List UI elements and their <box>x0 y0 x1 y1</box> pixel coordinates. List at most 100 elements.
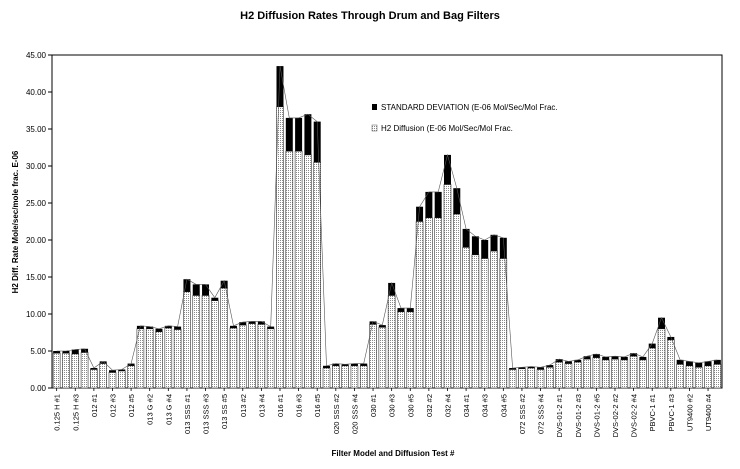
bar-h2-diffusion <box>667 339 675 389</box>
bar-std-dev <box>620 356 628 360</box>
bar-h2-diffusion <box>99 363 107 389</box>
y-tick-label: 20.00 <box>26 236 47 245</box>
bar-std-dev <box>164 325 172 329</box>
bar-std-dev <box>425 191 433 218</box>
legend: STANDARD DEVIATION (E-06 Mol/Sec/Mol Fra… <box>362 96 578 140</box>
x-tick-label: 012 #5 <box>127 394 136 417</box>
x-tick-label: DVS-01-2 #1 <box>555 394 564 437</box>
bar-h2-diffusion <box>127 365 135 389</box>
bar-std-dev <box>323 365 331 369</box>
bar-std-dev <box>602 356 610 360</box>
x-tick-label: 034 #3 <box>481 394 490 417</box>
y-tick-label: 30.00 <box>26 162 47 171</box>
bar-std-dev <box>499 237 507 259</box>
bar-std-dev <box>257 321 265 325</box>
y-tick-label: 35.00 <box>26 125 47 134</box>
bar-h2-diffusion <box>359 365 368 389</box>
plot-frame <box>51 54 723 389</box>
bar-h2-diffusion <box>704 365 712 389</box>
legend-swatch-h2-diffusion <box>371 124 378 132</box>
bar-std-dev <box>406 308 414 312</box>
legend-label-h2-diffusion: H2 Diffusion (E-06 Mol/Sec/Mol Frac. <box>381 124 513 133</box>
x-tick-label: 034 #1 <box>462 394 471 417</box>
bar-h2-diffusion <box>555 361 563 389</box>
bar-std-dev <box>183 279 191 292</box>
x-tick-label: 0.125 H #1 <box>53 394 62 431</box>
bar-h2-diffusion <box>434 217 442 389</box>
bar-std-dev <box>248 321 256 324</box>
legend-swatch-std-dev <box>372 104 377 110</box>
x-tick-label: PBVC-1 #1 <box>648 394 657 432</box>
x-tick-label: 013 G #4 <box>164 394 173 425</box>
bar-std-dev <box>192 284 200 296</box>
bar-std-dev <box>369 321 377 325</box>
bar-h2-diffusion <box>369 324 377 389</box>
bar-std-dev <box>574 359 582 363</box>
bar-h2-diffusion <box>62 352 70 389</box>
x-tick-label: UT9400 #2 <box>685 394 694 431</box>
x-tick-label: DVS-01-2 #5 <box>592 394 601 437</box>
bar-std-dev <box>443 154 451 185</box>
bar-std-dev <box>71 349 79 354</box>
bar-h2-diffusion <box>145 328 154 389</box>
bar-std-dev <box>537 367 545 370</box>
bar-h2-diffusion <box>276 106 284 389</box>
bar-h2-diffusion <box>648 347 656 389</box>
bar-h2-diffusion <box>657 328 666 389</box>
bar-h2-diffusion <box>387 295 396 389</box>
bar-h2-diffusion <box>173 329 182 389</box>
bar-std-dev <box>546 365 554 368</box>
bar-std-dev <box>202 284 210 296</box>
bar-std-dev <box>592 353 600 358</box>
bar-std-dev <box>332 363 340 366</box>
bar-h2-diffusion <box>694 366 703 389</box>
bar-std-dev <box>174 326 182 330</box>
y-tick-label: 45.00 <box>26 51 47 60</box>
x-tick-label: DVS-02-2 #2 <box>611 394 620 437</box>
chart-title: H2 Diffusion Rates Through Drum and Bag … <box>240 10 500 22</box>
x-tick-label: 072 SSS #2 <box>518 394 527 434</box>
bar-std-dev <box>127 363 135 366</box>
x-tick-label: 013 SSS #1 <box>183 394 192 434</box>
bar-std-dev <box>416 206 424 222</box>
bar-h2-diffusion <box>620 359 629 389</box>
x-tick-label: 032 #2 <box>425 394 434 417</box>
bar-h2-diffusion <box>201 295 210 389</box>
y-tick-label: 10.00 <box>26 310 47 319</box>
bar-h2-diffusion <box>583 358 591 389</box>
bar-std-dev <box>53 351 61 354</box>
trend-line <box>56 66 718 371</box>
bar-h2-diffusion <box>136 328 145 389</box>
y-tick-label: 5.00 <box>30 347 46 356</box>
bar-h2-diffusion <box>518 368 526 389</box>
bar-h2-diffusion <box>676 364 684 389</box>
bar-std-dev <box>220 280 228 289</box>
bar-std-dev <box>118 369 126 371</box>
x-tick-label: 032 #4 <box>443 394 452 417</box>
bar-std-dev <box>564 361 572 364</box>
x-tick-label: 016 #5 <box>313 394 322 417</box>
x-tick-label: 030 #5 <box>406 394 415 417</box>
bar-std-dev <box>509 368 517 370</box>
bar-std-dev <box>658 317 666 329</box>
y-axis-title: H2 Diff. Rate Mole/sec/mole frac. E-06 <box>11 150 20 293</box>
bar-h2-diffusion <box>294 150 303 389</box>
bar-std-dev <box>481 240 489 259</box>
bar-std-dev <box>583 356 591 360</box>
bar-h2-diffusion <box>211 300 219 389</box>
bar-std-dev <box>313 121 321 163</box>
bar-std-dev <box>155 328 163 332</box>
x-tick-label: 034 #5 <box>499 394 508 417</box>
bar-std-dev <box>695 362 703 368</box>
x-tick-label: 030 #3 <box>388 394 397 417</box>
bar-h2-diffusion <box>443 184 452 389</box>
bar-std-dev <box>90 368 98 370</box>
bar-std-dev <box>639 356 647 360</box>
bar-h2-diffusion <box>350 365 359 389</box>
bar-h2-diffusion <box>378 327 387 389</box>
bar-std-dev <box>471 236 479 255</box>
bar-h2-diffusion <box>164 327 173 389</box>
x-tick-label: 013 G #2 <box>146 394 155 425</box>
x-tick-label: 030 #1 <box>369 394 378 417</box>
bar-std-dev <box>239 322 247 326</box>
